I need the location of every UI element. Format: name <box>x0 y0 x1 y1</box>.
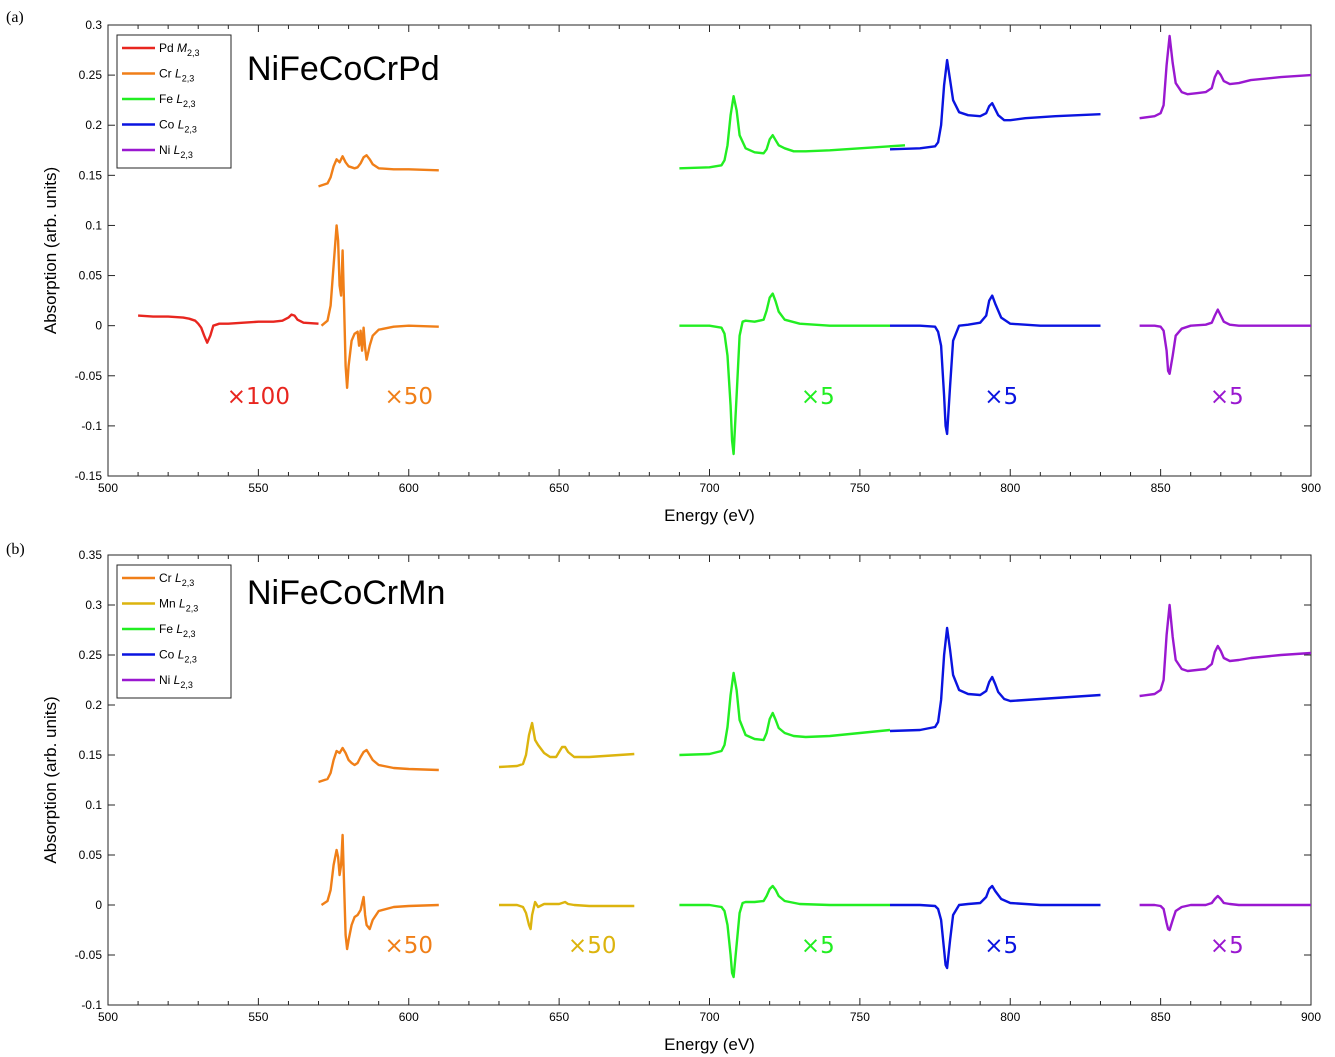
y-tick-label: 0.25 <box>79 648 103 662</box>
panel-tag: (a) <box>6 9 24 26</box>
x-tick-label: 800 <box>1000 1010 1020 1024</box>
scale-factor-label: ×5 <box>1210 384 1244 410</box>
series-ni-xas-line <box>1139 603 1312 698</box>
series-mn-xmcd-line <box>499 900 635 931</box>
x-tick-label: 500 <box>98 481 118 495</box>
panel-tag: (b) <box>6 541 25 558</box>
legend-entry: Co L2,3 <box>159 648 197 665</box>
legend-entry: Cr L2,3 <box>159 67 194 84</box>
x-tick-label: 600 <box>399 1010 419 1024</box>
legend-entry: Fe L2,3 <box>159 622 196 639</box>
y-tick-label: -0.05 <box>75 948 103 962</box>
sample-title: NiFeCoCrMn <box>247 574 445 612</box>
y-axis-label: Absorption (arb. units) <box>41 696 60 863</box>
legend-box <box>116 34 232 169</box>
series-fe-xas-line <box>679 671 891 757</box>
series-fe-xmcd-line <box>679 884 890 979</box>
series-cr-xas-line <box>318 746 439 784</box>
x-tick-label: 750 <box>850 481 870 495</box>
scale-factor-label: ×5 <box>801 384 835 410</box>
scale-factor-label: ×50 <box>384 933 433 959</box>
y-tick-label: 0.1 <box>85 218 102 232</box>
legend-box <box>116 564 232 699</box>
x-tick-label: 900 <box>1301 1010 1321 1024</box>
series-ni-xas-line <box>1139 34 1312 120</box>
series-co-xmcd-line <box>890 294 1101 436</box>
y-tick-label: 0.3 <box>85 18 102 32</box>
y-axis-label: Absorption (arb. units) <box>41 167 60 334</box>
series-cr-xmcd-line <box>320 224 439 389</box>
x-tick-label: 900 <box>1301 481 1321 495</box>
x-tick-label: 700 <box>699 1010 719 1024</box>
x-tick-label: 500 <box>98 1010 118 1024</box>
y-tick-label: 0.25 <box>79 68 103 82</box>
y-tick-label: 0 <box>95 319 102 333</box>
scale-factor-label: ×5 <box>984 933 1018 959</box>
y-tick-label: 0.35 <box>79 548 103 562</box>
series-ni-xmcd-line <box>1139 894 1311 932</box>
series-co-xas-line <box>889 626 1101 733</box>
y-tick-label: 0.1 <box>85 798 102 812</box>
series-co-xas-line <box>889 58 1101 151</box>
legend: Cr L2,3 Mn L2,3 Fe L2,3 Co L2,3 Ni L2,3 <box>116 564 232 699</box>
x-tick-label: 850 <box>1151 1010 1171 1024</box>
y-tick-label: 0.2 <box>85 698 102 712</box>
scale-factor-label: ×50 <box>568 933 617 959</box>
y-tick-label: 0.2 <box>85 118 102 132</box>
y-tick-label: 0.05 <box>79 848 103 862</box>
x-tick-label: 550 <box>248 1010 268 1024</box>
series-cr-xas-line <box>318 154 439 188</box>
x-tick-label: 750 <box>850 1010 870 1024</box>
x-tick-label: 650 <box>549 1010 569 1024</box>
legend-entry: Pd M2,3 <box>159 41 200 58</box>
y-tick-label: -0.05 <box>75 369 103 383</box>
scale-factor-label: ×5 <box>1210 933 1244 959</box>
legend-entry: Cr L2,3 <box>159 571 194 588</box>
y-tick-label: -0.1 <box>81 419 102 433</box>
y-tick-label: -0.15 <box>75 469 103 483</box>
x-tick-label: 700 <box>699 481 719 495</box>
y-tick-label: 0.05 <box>79 269 103 283</box>
x-tick-label: 600 <box>399 481 419 495</box>
y-tick-label: 0 <box>95 898 102 912</box>
series-ni-xmcd-line <box>1139 308 1311 375</box>
legend-entry: Mn L2,3 <box>159 597 198 614</box>
scale-factor-label: ×50 <box>384 384 433 410</box>
x-axis-label: Energy (eV) <box>664 1035 755 1054</box>
scale-factor-label: ×100 <box>227 384 290 410</box>
series-mn-xas-line <box>498 721 635 769</box>
y-tick-label: 0.15 <box>79 748 103 762</box>
x-tick-label: 550 <box>248 481 268 495</box>
x-tick-label: 650 <box>549 481 569 495</box>
panel-a: (a) 500 550 600 650 700 750 800 850 900 -0.15 -0.1 -… <box>6 9 1321 525</box>
x-axis-label: Energy (eV) <box>664 506 755 525</box>
y-tick-label: 0.3 <box>85 598 102 612</box>
series-fe-xmcd-line <box>679 292 890 456</box>
legend-entry: Co L2,3 <box>159 118 197 135</box>
scale-factor-label: ×5 <box>801 933 835 959</box>
series-co-xmcd-line <box>890 884 1101 970</box>
legend-entry: Ni L2,3 <box>159 143 193 160</box>
panel-b: (b) 500 550 600 650 700 750 800 850 900 -0.1 -0.05 0… <box>6 541 1321 1054</box>
series-fe-xas-line <box>679 95 906 170</box>
y-tick-label: 0.15 <box>79 168 103 182</box>
legend: Pd M2,3 Cr L2,3 Fe L2,3 Co L2,3 Ni L2,3 <box>116 34 232 169</box>
plot-frame <box>107 554 1312 1006</box>
series-pd-xmcd-line <box>138 313 319 344</box>
sample-title: NiFeCoCrPd <box>247 50 440 88</box>
y-tick-label: -0.1 <box>81 998 102 1012</box>
legend-entry: Ni L2,3 <box>159 673 193 690</box>
series-cr-xmcd-line <box>320 833 439 951</box>
x-tick-label: 850 <box>1151 481 1171 495</box>
legend-entry: Fe L2,3 <box>159 92 196 109</box>
scale-factor-label: ×5 <box>984 384 1018 410</box>
x-tick-label: 800 <box>1000 481 1020 495</box>
